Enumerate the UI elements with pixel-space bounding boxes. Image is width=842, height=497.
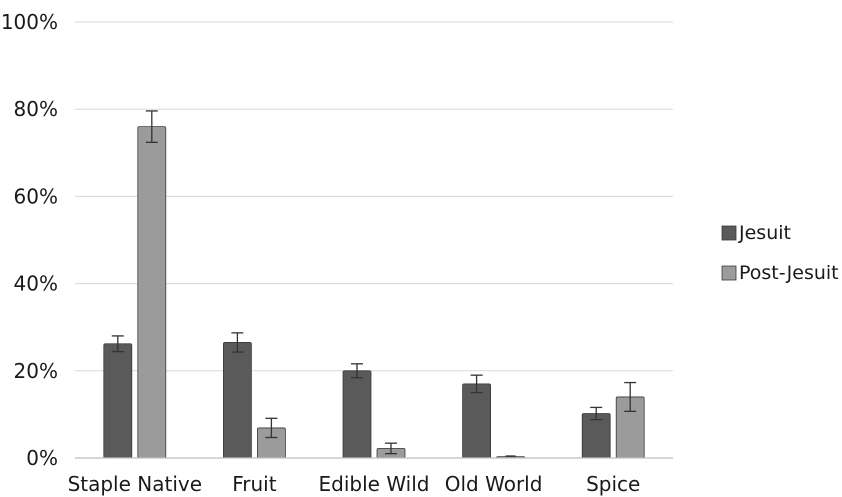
error-bar <box>385 442 397 455</box>
error-bar <box>590 406 603 421</box>
gridlines <box>75 21 673 372</box>
legend-item: Post-Jesuit <box>721 262 839 284</box>
y-axis-tick-labels: 0% 20% 40% 60% 80% 100% <box>1 10 58 470</box>
error-bar <box>265 417 278 439</box>
legend: Jesuit Post-Jesuit <box>721 222 839 284</box>
legend-label: Jesuit <box>738 222 791 244</box>
x-category-label: Staple Native <box>68 472 202 496</box>
error-bar <box>351 363 363 379</box>
y-tick-label: 100% <box>1 10 58 34</box>
bar-post-jesuit <box>137 126 167 459</box>
y-tick-label: 20% <box>14 359 58 383</box>
legend-swatch <box>721 265 737 281</box>
legend-label: Post-Jesuit <box>739 262 839 284</box>
x-axis-category-labels: Staple Native Fruit Edible Wild Old World Sp… <box>68 472 641 496</box>
bar-jesuit <box>222 342 252 459</box>
error-bar <box>145 110 158 143</box>
bar-jesuit <box>462 383 492 459</box>
y-tick-label: 0% <box>26 446 58 470</box>
bar-jesuit <box>103 343 133 459</box>
legend-item: Jesuit <box>721 222 791 244</box>
bar-jesuit <box>342 370 372 459</box>
x-category-label: Edible Wild <box>319 472 430 496</box>
error-bar <box>111 335 124 353</box>
error-bar <box>624 381 637 412</box>
x-category-label: Fruit <box>232 472 277 496</box>
x-category-label: Old World <box>445 472 543 496</box>
legend-swatch <box>721 225 737 241</box>
y-tick-label: 80% <box>14 97 58 121</box>
y-tick-label: 60% <box>14 184 58 208</box>
error-bar <box>231 332 244 353</box>
y-tick-label: 40% <box>14 272 58 296</box>
error-bars <box>111 110 637 457</box>
error-bar <box>470 374 483 394</box>
bars <box>103 126 645 459</box>
x-category-label: Spice <box>586 472 640 496</box>
